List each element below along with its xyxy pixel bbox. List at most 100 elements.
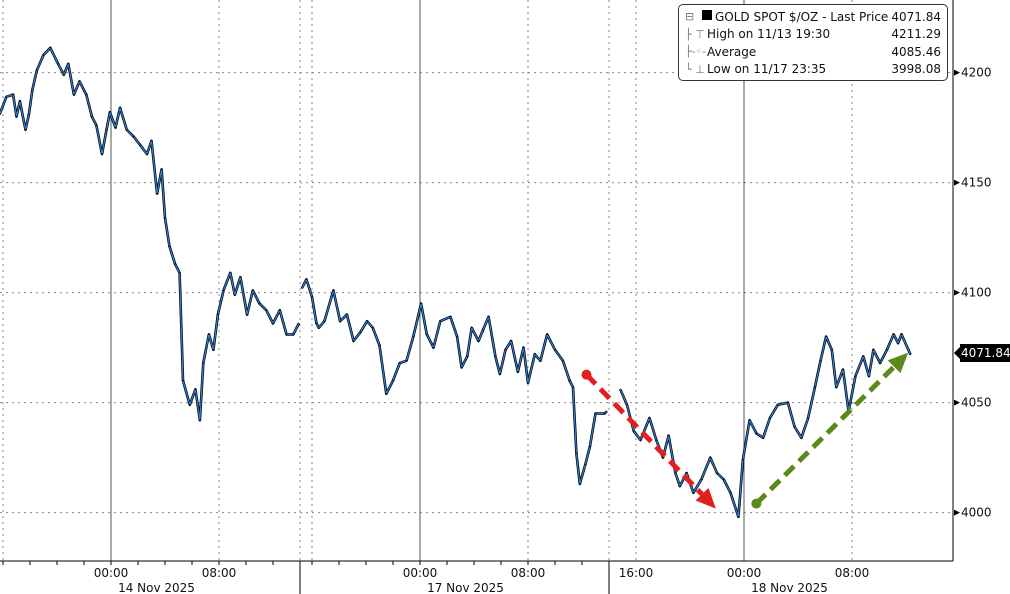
data-point	[323, 320, 325, 322]
data-point	[146, 153, 148, 155]
data-point	[471, 327, 473, 329]
data-point	[85, 94, 87, 96]
data-point	[807, 417, 809, 419]
data-point	[700, 479, 702, 481]
y-tick-label: 4050	[961, 396, 992, 410]
data-point	[742, 459, 744, 461]
legend-average: ├-◦- Average 4085.46	[685, 44, 941, 59]
data-point	[202, 362, 204, 364]
last-price-tag: 4071.84	[954, 344, 1010, 362]
dashed-arrow-1	[754, 364, 896, 506]
data-point	[639, 439, 642, 441]
x-tick-label: 08:00	[511, 566, 546, 580]
data-point	[36, 69, 38, 71]
data-point	[872, 349, 874, 351]
data-point	[239, 276, 241, 278]
data-point	[182, 380, 184, 382]
data-point	[539, 360, 541, 362]
data-point	[42, 54, 45, 56]
data-point	[517, 371, 519, 373]
data-point	[208, 333, 210, 335]
data-point	[426, 333, 428, 335]
data-point	[311, 296, 313, 298]
data-point	[353, 340, 355, 342]
data-point	[212, 349, 214, 351]
data-point	[432, 347, 435, 349]
data-point	[477, 340, 480, 342]
data-point	[161, 168, 163, 170]
data-point	[194, 388, 196, 390]
data-point	[57, 63, 59, 65]
price-line	[619, 333, 912, 518]
data-point	[168, 245, 171, 247]
data-point	[63, 74, 65, 76]
y-tick-label: 4000	[961, 506, 992, 520]
data-point	[279, 309, 281, 311]
data-point	[723, 479, 725, 481]
x-tick-label: 00:00	[727, 566, 762, 580]
data-point	[31, 89, 33, 91]
price-series	[0, 46, 912, 519]
data-point	[488, 316, 490, 318]
data-point	[234, 294, 236, 296]
legend: ⊟ GOLD SPOT $/OZ - Last Price 4071.84 ├ …	[678, 4, 948, 81]
arrow-start-dot	[751, 498, 762, 509]
data-point	[318, 327, 320, 329]
data-point	[499, 373, 501, 375]
black-square-icon: ⊟	[685, 10, 713, 23]
y-tick-label: 4150	[961, 176, 992, 190]
data-point	[222, 289, 225, 291]
data-point	[510, 340, 512, 342]
data-point	[378, 344, 381, 346]
data-point	[633, 430, 635, 432]
data-point	[339, 320, 341, 322]
data-point	[258, 303, 261, 305]
data-point	[346, 314, 348, 316]
y-tick-mark	[954, 179, 960, 186]
data-point	[179, 272, 181, 274]
y-tick-mark	[954, 289, 960, 296]
data-point	[101, 153, 103, 155]
data-point	[67, 63, 69, 65]
data-point	[562, 360, 564, 362]
low-marker-icon: └ ⊥	[685, 62, 705, 76]
x-date-label: 14 Nov 2025	[118, 581, 195, 594]
data-point	[315, 322, 318, 324]
data-point	[156, 193, 158, 195]
price-line	[301, 278, 608, 485]
data-point	[737, 516, 739, 518]
data-point	[366, 320, 368, 322]
data-point	[909, 353, 912, 356]
data-point	[252, 289, 254, 291]
candle-series	[0, 46, 301, 422]
data-point	[729, 492, 732, 494]
data-point	[301, 287, 303, 289]
data-point	[359, 331, 361, 333]
x-date-label: 17 Nov 2025	[427, 581, 504, 594]
data-point	[305, 278, 307, 280]
data-point	[594, 413, 597, 415]
data-point	[246, 314, 248, 316]
x-date-label: 18 Nov 2025	[751, 581, 828, 594]
data-point	[420, 303, 422, 305]
data-point	[819, 360, 822, 362]
data-point	[28, 113, 30, 115]
data-point	[755, 432, 757, 434]
data-point	[482, 329, 484, 331]
data-point	[392, 380, 394, 382]
x-tick-label: 08:00	[835, 566, 870, 580]
y-tick-mark	[954, 69, 960, 76]
data-point	[749, 419, 751, 421]
data-point	[862, 355, 864, 357]
data-point	[119, 107, 121, 109]
data-point	[900, 333, 903, 335]
data-point	[800, 437, 802, 439]
data-point	[831, 349, 833, 351]
data-point	[174, 263, 176, 265]
data-point	[762, 437, 764, 439]
data-point	[114, 127, 117, 129]
data-point	[19, 100, 21, 102]
data-point	[105, 129, 108, 131]
x-tick-label: 00:00	[403, 566, 438, 580]
data-point	[686, 472, 688, 474]
